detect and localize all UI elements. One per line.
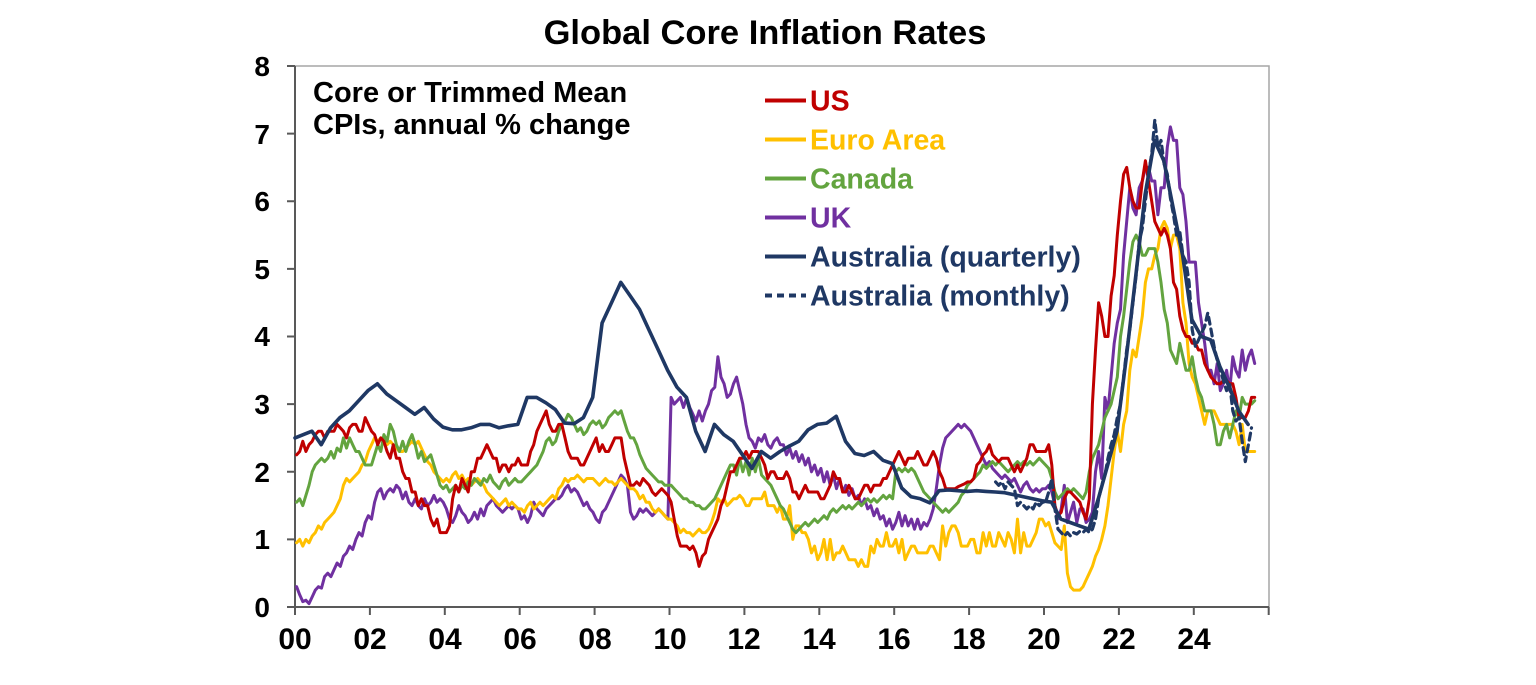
svg-text:8: 8 — [254, 51, 270, 82]
svg-text:Global Core Inflation Rates: Global Core Inflation Rates — [544, 14, 987, 52]
svg-text:UK: UK — [810, 203, 852, 235]
svg-text:Australia (quarterly): Australia (quarterly) — [810, 242, 1081, 274]
svg-text:Australia (monthly): Australia (monthly) — [810, 281, 1070, 313]
svg-text:10: 10 — [653, 623, 686, 656]
svg-text:20: 20 — [1027, 623, 1060, 656]
svg-text:5: 5 — [254, 254, 270, 285]
svg-text:Euro Area: Euro Area — [810, 125, 946, 157]
svg-text:1: 1 — [254, 524, 270, 555]
svg-text:04: 04 — [428, 623, 462, 656]
svg-text:7: 7 — [254, 119, 270, 150]
svg-text:4: 4 — [254, 321, 270, 352]
svg-text:3: 3 — [254, 389, 270, 420]
svg-text:US: US — [810, 86, 850, 118]
svg-text:08: 08 — [578, 623, 611, 656]
svg-text:06: 06 — [503, 623, 536, 656]
svg-text:16: 16 — [877, 623, 910, 656]
svg-text:2: 2 — [254, 457, 270, 488]
svg-text:Canada: Canada — [810, 164, 914, 196]
svg-text:02: 02 — [353, 623, 386, 656]
svg-text:00: 00 — [278, 623, 311, 656]
svg-text:14: 14 — [802, 623, 836, 656]
svg-text:6: 6 — [254, 186, 270, 217]
svg-text:18: 18 — [952, 623, 985, 656]
svg-text:24: 24 — [1177, 623, 1211, 656]
svg-text:0: 0 — [254, 592, 270, 623]
svg-text:Core or Trimmed Mean: Core or Trimmed Mean — [313, 77, 627, 109]
svg-text:22: 22 — [1102, 623, 1135, 656]
svg-text:12: 12 — [727, 623, 760, 656]
svg-text:CPIs, annual % change: CPIs, annual % change — [313, 109, 630, 141]
